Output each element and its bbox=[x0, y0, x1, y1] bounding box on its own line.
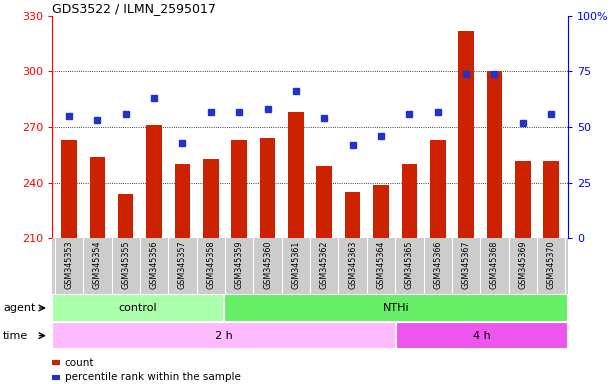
Text: GSM345353: GSM345353 bbox=[64, 240, 73, 289]
Bar bbox=[232, 140, 247, 238]
Text: GSM345360: GSM345360 bbox=[263, 240, 272, 288]
Text: GSM345361: GSM345361 bbox=[291, 240, 301, 288]
Text: control: control bbox=[119, 303, 157, 313]
Bar bbox=[146, 125, 162, 238]
Bar bbox=[515, 161, 530, 238]
Bar bbox=[203, 159, 219, 238]
Text: GSM345363: GSM345363 bbox=[348, 240, 357, 288]
Text: GSM345366: GSM345366 bbox=[433, 240, 442, 288]
Bar bbox=[288, 112, 304, 238]
Text: time: time bbox=[3, 331, 28, 341]
Bar bbox=[90, 157, 105, 238]
Text: GSM345370: GSM345370 bbox=[547, 240, 556, 289]
Bar bbox=[396, 322, 568, 349]
Text: percentile rank within the sample: percentile rank within the sample bbox=[65, 372, 241, 382]
Text: 4 h: 4 h bbox=[474, 331, 491, 341]
Bar bbox=[345, 192, 360, 238]
Bar bbox=[175, 164, 190, 238]
Text: GSM345355: GSM345355 bbox=[121, 240, 130, 289]
Bar bbox=[224, 294, 568, 322]
Text: GSM345358: GSM345358 bbox=[207, 240, 215, 289]
Text: GSM345368: GSM345368 bbox=[490, 240, 499, 288]
Bar bbox=[458, 31, 474, 238]
Text: 2 h: 2 h bbox=[215, 331, 233, 341]
Text: GSM345362: GSM345362 bbox=[320, 240, 329, 289]
Text: GSM345359: GSM345359 bbox=[235, 240, 244, 289]
Bar bbox=[373, 185, 389, 238]
Text: agent: agent bbox=[3, 303, 35, 313]
Bar bbox=[430, 140, 445, 238]
Bar bbox=[118, 194, 133, 238]
Bar bbox=[260, 138, 276, 238]
Bar bbox=[543, 161, 559, 238]
Bar bbox=[52, 294, 224, 322]
Text: GSM345354: GSM345354 bbox=[93, 240, 102, 289]
Text: GSM345365: GSM345365 bbox=[405, 240, 414, 289]
Bar bbox=[316, 166, 332, 238]
Bar bbox=[487, 71, 502, 238]
Text: count: count bbox=[65, 358, 94, 368]
Text: GSM345364: GSM345364 bbox=[376, 240, 386, 288]
Text: GSM345357: GSM345357 bbox=[178, 240, 187, 289]
Text: GSM345356: GSM345356 bbox=[150, 240, 159, 289]
Text: GSM345369: GSM345369 bbox=[518, 240, 527, 289]
Text: GSM345367: GSM345367 bbox=[461, 240, 470, 289]
Bar bbox=[52, 322, 396, 349]
Bar bbox=[401, 164, 417, 238]
Text: NTHi: NTHi bbox=[383, 303, 409, 313]
Text: GDS3522 / ILMN_2595017: GDS3522 / ILMN_2595017 bbox=[52, 2, 216, 15]
Bar bbox=[61, 140, 77, 238]
